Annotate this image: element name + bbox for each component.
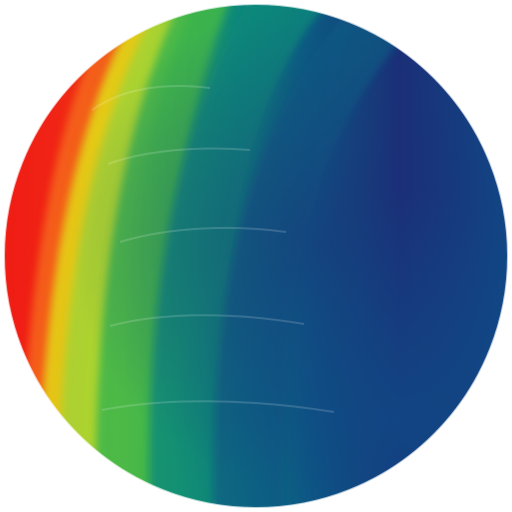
brush-streaks [91, 85, 335, 413]
disc-edge [3, 3, 509, 509]
